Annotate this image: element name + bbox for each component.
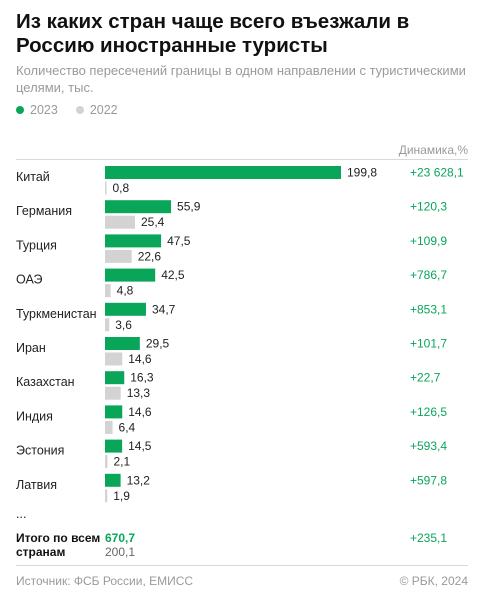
bar-2023 (105, 405, 123, 419)
value-label-2022: 6,4 (119, 420, 136, 434)
category-label: Туркменистан (16, 307, 97, 321)
dynamics-value: +23 628,1 (410, 166, 464, 180)
value-label-2022: 1,9 (113, 489, 130, 503)
bar-2023 (105, 439, 123, 453)
bar-2023 (105, 268, 156, 282)
legend-dot-2023 (16, 106, 24, 114)
value-label-2023: 55,9 (177, 200, 201, 214)
category-label: Иран (16, 341, 46, 355)
value-label-2023: 14,5 (128, 439, 152, 453)
category-label: Турция (16, 238, 57, 252)
bar-2022 (105, 181, 107, 195)
value-label-2023: 29,5 (146, 337, 170, 351)
value-label-2022: 13,3 (127, 386, 151, 400)
legend-dot-2022 (75, 106, 84, 114)
ellipsis: ... (16, 507, 26, 521)
source-note: Источник: ФСБ России, ЕМИСС (16, 574, 194, 588)
chart-title: Из каких стран чаще всего въезжали в Рос… (16, 10, 410, 57)
legend-label-2023: 2023 (30, 103, 58, 117)
category-label: Китай (16, 170, 50, 184)
dynamics-value: +109,9 (410, 234, 447, 248)
legend-item-2022: 2022 (75, 103, 118, 117)
footer-divider (16, 565, 468, 566)
value-label-2023: 34,7 (152, 302, 176, 316)
bar-2023 (105, 371, 125, 385)
dynamics-value: +597,8 (410, 473, 447, 487)
bar-2022 (105, 455, 108, 469)
bar-2022 (105, 420, 113, 434)
legend-item-2023: 2023 (16, 103, 58, 117)
bar-2023 (105, 302, 146, 316)
bar-2022 (105, 318, 110, 332)
category-label: Латвия (16, 478, 57, 492)
dynamics-value: +126,5 (410, 405, 447, 419)
value-label-2023: 199,8 (347, 166, 377, 180)
category-label: Казахстан (16, 375, 75, 389)
total-dynamics: +235,1 (410, 531, 447, 545)
dynamics-header: Динамика,% (398, 143, 468, 157)
total-value-2022: 200,1 (105, 545, 135, 559)
bar-2023 (105, 234, 162, 248)
value-label-2022: 2,1 (113, 455, 130, 469)
bar-2022 (105, 284, 111, 298)
category-label: Эстония (16, 444, 64, 458)
bar-2022 (105, 249, 132, 263)
value-label-2023: 14,6 (128, 405, 152, 419)
legend-label-2022: 2022 (89, 103, 118, 117)
dynamics-value: +101,7 (410, 337, 447, 351)
value-label-2022: 0,8 (113, 181, 130, 195)
bar-2023 (105, 473, 121, 487)
category-label: Индия (16, 409, 53, 423)
dynamics-value: +22,7 (410, 371, 441, 385)
dynamics-value: +593,4 (410, 439, 447, 453)
total-value-2023: 670,7 (105, 531, 135, 545)
value-label-2022: 22,6 (138, 249, 162, 263)
category-label: Германия (16, 204, 72, 218)
bar-2023 (105, 166, 341, 179)
chart-subtitle: Количество пересечений границы в одном н… (16, 63, 466, 95)
value-label-2022: 4,8 (117, 284, 134, 298)
value-label-2023: 47,5 (167, 234, 191, 248)
header-divider (16, 159, 468, 160)
bar-2022 (105, 489, 108, 503)
bar-2022 (105, 352, 123, 366)
value-label-2022: 25,4 (141, 215, 165, 229)
bar-2022 (105, 215, 136, 229)
category-label: ОАЭ (16, 273, 43, 287)
dynamics-value: +786,7 (410, 268, 447, 282)
dynamics-value: +120,3 (410, 200, 447, 214)
total-label-line-2: странам (16, 545, 65, 559)
value-label-2022: 14,6 (128, 352, 152, 366)
copyright: © РБК, 2024 (399, 574, 468, 588)
legend: 2023 2022 (16, 103, 136, 117)
bar-2022 (105, 386, 121, 400)
bar-2023 (105, 200, 172, 214)
value-label-2022: 3,6 (115, 318, 132, 332)
value-label-2023: 42,5 (161, 268, 185, 282)
value-label-2023: 16,3 (130, 371, 154, 385)
dynamics-value: +853,1 (410, 302, 447, 316)
value-label-2023: 13,2 (127, 473, 151, 487)
bar-2023 (105, 337, 140, 350)
total-label-line-1: Итого по всем (16, 531, 100, 545)
